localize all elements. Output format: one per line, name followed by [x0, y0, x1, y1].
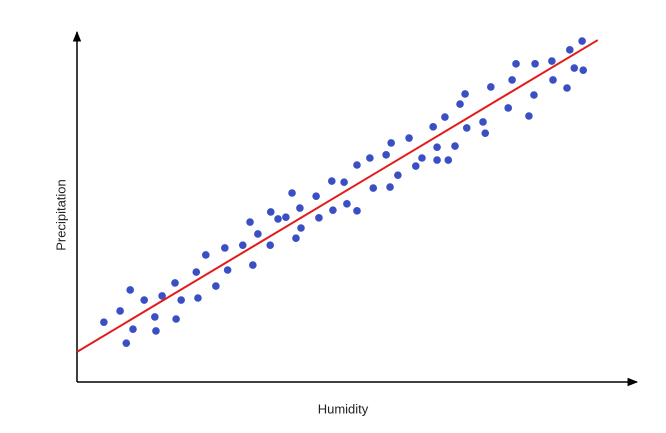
- point: [171, 279, 179, 287]
- point: [366, 154, 374, 162]
- point: [353, 207, 361, 215]
- y-axis-label: Precipitation: [53, 179, 68, 251]
- point: [444, 156, 453, 164]
- trend-line: [76, 39, 599, 353]
- point: [296, 204, 304, 212]
- point: [288, 189, 296, 197]
- point: [129, 325, 137, 333]
- point: [479, 118, 487, 126]
- point: [315, 214, 323, 222]
- point: [192, 268, 201, 276]
- point: [212, 282, 220, 290]
- point: [563, 84, 571, 92]
- point: [382, 151, 390, 159]
- point: [158, 292, 166, 300]
- point: [238, 241, 247, 249]
- point: [418, 154, 426, 162]
- point: [579, 66, 588, 74]
- point: [172, 315, 180, 323]
- point: [405, 134, 413, 142]
- point: [386, 183, 394, 191]
- point: [100, 318, 108, 326]
- point: [343, 200, 351, 208]
- point: [412, 162, 420, 170]
- point: [512, 60, 520, 68]
- x-axis-label: Humidity: [318, 401, 369, 416]
- point: [462, 124, 471, 132]
- point: [140, 296, 148, 304]
- point: [525, 112, 533, 120]
- point: [297, 224, 305, 232]
- point: [481, 129, 490, 137]
- point: [223, 266, 232, 274]
- point: [530, 91, 538, 99]
- point: [456, 100, 464, 108]
- point: [340, 178, 348, 186]
- point: [221, 244, 229, 252]
- point: [328, 177, 336, 185]
- point: [292, 234, 300, 242]
- point: [194, 294, 202, 302]
- point: [202, 251, 210, 259]
- point: [531, 60, 539, 68]
- point: [151, 313, 159, 321]
- point: [433, 143, 441, 151]
- point: [433, 156, 441, 164]
- point: [369, 184, 378, 192]
- point: [274, 215, 282, 223]
- point: [487, 83, 495, 91]
- point: [461, 90, 469, 98]
- point: [282, 213, 290, 221]
- point: [508, 76, 516, 84]
- point: [504, 104, 512, 112]
- point: [394, 171, 402, 179]
- point: [266, 241, 275, 249]
- point: [549, 76, 557, 84]
- point: [353, 161, 361, 169]
- point: [249, 261, 257, 269]
- point: [116, 307, 124, 315]
- point: [429, 123, 437, 131]
- point: [570, 64, 579, 72]
- point: [548, 57, 556, 65]
- point: [177, 296, 185, 304]
- point: [152, 327, 160, 335]
- point: [578, 37, 586, 45]
- point: [329, 206, 337, 214]
- point: [441, 113, 449, 121]
- point: [566, 46, 574, 54]
- point: [266, 208, 275, 216]
- point: [246, 218, 254, 226]
- point: [451, 142, 459, 150]
- point: [254, 230, 262, 238]
- point: [312, 192, 320, 200]
- point: [126, 286, 134, 294]
- point: [387, 139, 395, 147]
- point: [122, 339, 131, 347]
